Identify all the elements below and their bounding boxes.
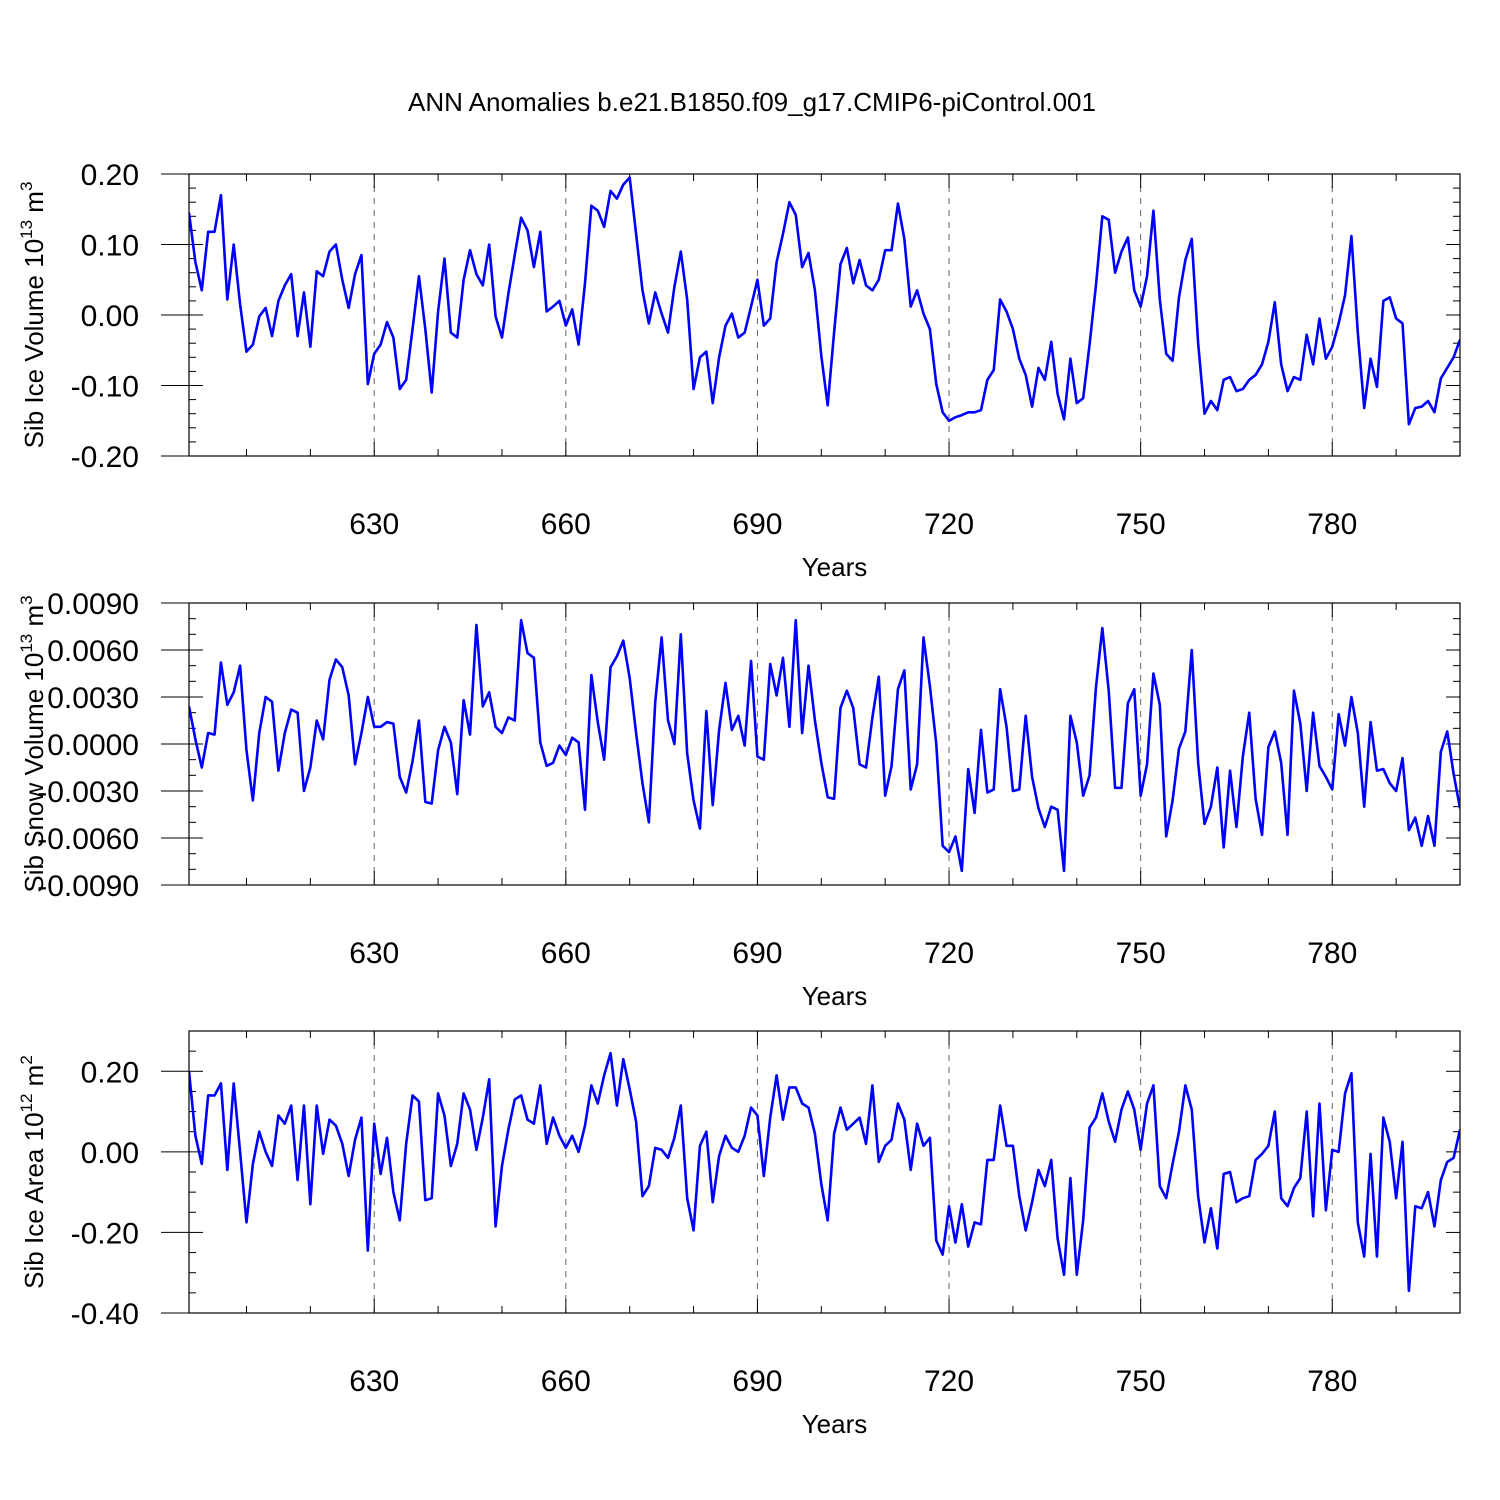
y-tick-label: 0.10: [81, 230, 139, 263]
x-tick-label: 630: [349, 508, 399, 541]
y-tick-label: -0.0090: [37, 870, 139, 903]
y-tick-label: 0.0090: [47, 588, 139, 621]
x-axis-label: Years: [802, 981, 868, 1011]
x-axis-label: Years: [802, 552, 868, 582]
y-axis-label: Sib Snow Volume 1013 m3: [17, 595, 49, 892]
x-tick-label: 780: [1307, 508, 1357, 541]
x-tick-label: 720: [924, 937, 974, 970]
x-tick-label: 660: [541, 1365, 591, 1398]
x-axis-label: Years: [802, 1409, 868, 1439]
x-tick-label: 690: [732, 508, 782, 541]
x-tick-label: 750: [1116, 508, 1166, 541]
y-tick-label: -0.20: [71, 1217, 139, 1250]
y-tick-label: 0.20: [81, 159, 139, 192]
y-tick-label: -0.10: [71, 371, 139, 404]
y-tick-label: -0.40: [71, 1298, 139, 1331]
x-tick-label: 750: [1116, 937, 1166, 970]
y-tick-label: 0.0000: [47, 729, 139, 762]
x-tick-label: 780: [1307, 937, 1357, 970]
x-tick-label: 660: [541, 937, 591, 970]
x-tick-label: 750: [1116, 1365, 1166, 1398]
x-tick-label: 720: [924, 1365, 974, 1398]
series-line: [189, 176, 1460, 426]
y-tick-label: 0.0030: [47, 682, 139, 715]
y-tick-label: 0.00: [81, 300, 139, 333]
y-tick-label: -0.0030: [37, 776, 139, 809]
x-tick-label: 690: [732, 1365, 782, 1398]
x-tick-label: 660: [541, 508, 591, 541]
y-axis-label: Sib Ice Area 1012 m2: [17, 1055, 49, 1289]
y-tick-label: 0.0060: [47, 635, 139, 668]
series-line: [189, 618, 1460, 873]
chart-panel-1: -0.20 -0.10 0.00 0.10 0.20 630 660 690 720 750 780…: [17, 159, 1461, 582]
series-line: [189, 1051, 1460, 1293]
x-tick-label: 630: [349, 937, 399, 970]
x-tick-label: 630: [349, 1365, 399, 1398]
figure-title: ANN Anomalies b.e21.B1850.f09_g17.CMIP6-…: [408, 87, 1096, 117]
y-axis-label: Sib Ice Volume 1013 m3: [17, 182, 49, 449]
chart-panel-3: -0.40 -0.20 0.00 0.20 630 660 690 720 750 780 Year…: [17, 1030, 1461, 1439]
chart-panel-2: -0.0090 -0.0060 -0.0030 0.0000 0.0030 0.0060 0…: [17, 588, 1461, 1011]
y-tick-label: 0.20: [81, 1056, 139, 1089]
plot-frame: [188, 1030, 1461, 1314]
plot-frame: [188, 602, 1461, 886]
x-tick-label: 720: [924, 508, 974, 541]
x-tick-label: 690: [732, 937, 782, 970]
y-tick-label: -0.20: [71, 441, 139, 474]
y-tick-label: -0.0060: [37, 823, 139, 856]
x-tick-label: 780: [1307, 1365, 1357, 1398]
y-tick-label: 0.00: [81, 1137, 139, 1170]
plot-frame: [188, 173, 1461, 457]
